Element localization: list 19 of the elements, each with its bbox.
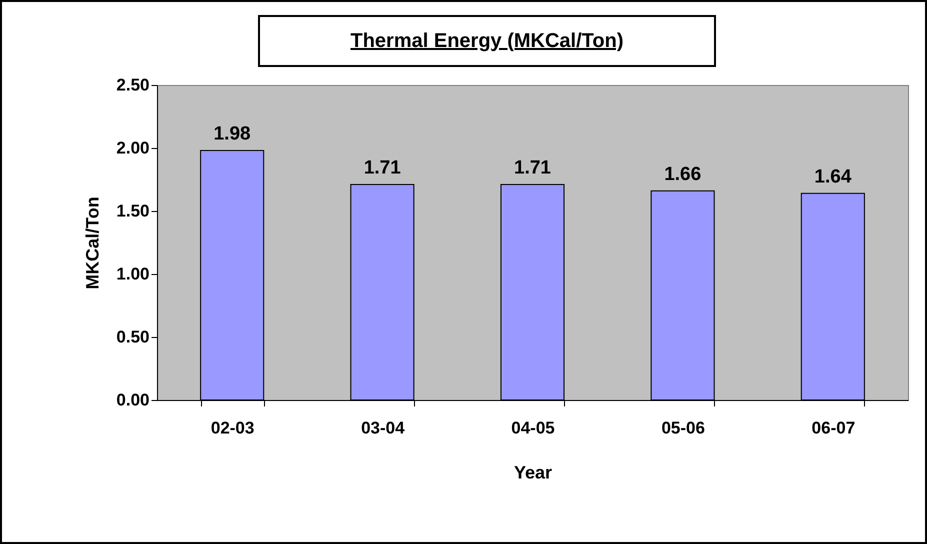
data-label: 1.66 — [664, 164, 702, 185]
data-label: 1.71 — [514, 158, 552, 179]
data-label: 1.98 — [214, 124, 251, 145]
y-tick-label: 0.00 — [116, 390, 150, 410]
data-label: 1.64 — [814, 166, 852, 188]
x-axis-title: Year — [514, 462, 552, 482]
x-tick-label: 03-04 — [361, 418, 406, 438]
y-tick-label: 2.50 — [116, 76, 150, 94]
chart-title: Thermal Energy (MKCal/Ton) — [258, 15, 716, 67]
x-tick-label: 05-06 — [661, 418, 705, 438]
y-tick-label: 1.50 — [116, 202, 150, 220]
x-tick-label: 06-07 — [812, 418, 856, 438]
data-label: 1.71 — [364, 158, 402, 179]
y-tick-label: 1.00 — [116, 264, 150, 284]
x-tick-label: 02-03 — [210, 418, 254, 438]
y-tick-label: 2.00 — [116, 138, 150, 158]
x-tick-label: 04-05 — [511, 418, 555, 438]
y-tick-label: 0.50 — [116, 328, 150, 346]
y-axis-title: MKCal/Ton — [82, 196, 102, 290]
